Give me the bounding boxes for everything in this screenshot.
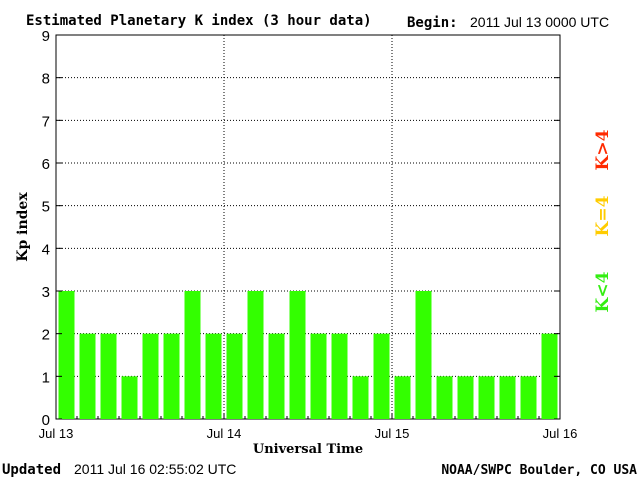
x-tick-label: Jul 15 (375, 426, 410, 441)
gridlines (56, 35, 560, 419)
kp-bar (499, 376, 516, 419)
kp-bar (79, 333, 96, 419)
y-tick-label: 5 (42, 199, 50, 216)
x-axis-label: Universal Time (253, 442, 363, 457)
y-tick-label: 4 (42, 241, 50, 258)
y-tick-label: 9 (42, 28, 50, 45)
kp-bar (184, 291, 201, 419)
kp-bar (541, 333, 558, 419)
chart-title: Estimated Planetary K index (3 hour data… (26, 13, 372, 29)
kp-bar (100, 333, 117, 419)
kp-bar (121, 376, 138, 419)
kp-bar (205, 333, 222, 419)
kp-bar (457, 376, 474, 419)
bars (58, 291, 558, 419)
x-tick-label: Jul 13 (39, 426, 74, 441)
y-tick-label: 7 (42, 113, 50, 130)
kp-bar (247, 291, 264, 419)
y-axis-ticks: 0 1 2 3 4 5 6 7 8 9 (42, 28, 560, 429)
kp-bar (310, 333, 327, 419)
kp-bar (373, 333, 390, 419)
kp-bar (142, 333, 159, 419)
kp-bar (478, 376, 495, 419)
kp-bar (520, 376, 537, 419)
y-axis-label: Kp index (15, 192, 31, 262)
begin-value: 2011 Jul 13 0000 UTC (470, 14, 609, 30)
legend-k-above-4: K>4 (593, 129, 613, 170)
kp-bar (268, 333, 285, 419)
kp-bar (58, 291, 75, 419)
kp-bar (331, 333, 348, 419)
x-tick-label: Jul 14 (207, 426, 242, 441)
x-axis-ticks: Jul 13 Jul 14 Jul 15 Jul 16 (39, 413, 578, 441)
kp-bar (226, 333, 243, 419)
y-tick-label: 1 (42, 369, 50, 386)
updated-value: 2011 Jul 16 02:55:02 UTC (74, 461, 236, 477)
kp-bar (415, 291, 432, 419)
legend-k-below-4: K<4 (593, 271, 613, 312)
legend-k-equal-4: K=4 (593, 195, 613, 236)
y-tick-label: 2 (42, 327, 50, 344)
y-tick-label: 0 (42, 412, 50, 429)
kp-bar (394, 376, 411, 419)
source-credit: NOAA/SWPC Boulder, CO USA (441, 463, 637, 478)
x-tick-label: Jul 16 (543, 426, 578, 441)
updated-label: Updated (2, 462, 61, 478)
kp-bar (163, 333, 180, 419)
kp-bar (352, 376, 369, 419)
kp-bar (289, 291, 306, 419)
begin-label: Begin: (407, 15, 458, 31)
y-tick-label: 8 (42, 71, 50, 88)
y-tick-label: 3 (42, 284, 50, 301)
plot-frame (55, 34, 561, 420)
y-tick-label: 6 (42, 156, 50, 173)
kp-bar (436, 376, 453, 419)
